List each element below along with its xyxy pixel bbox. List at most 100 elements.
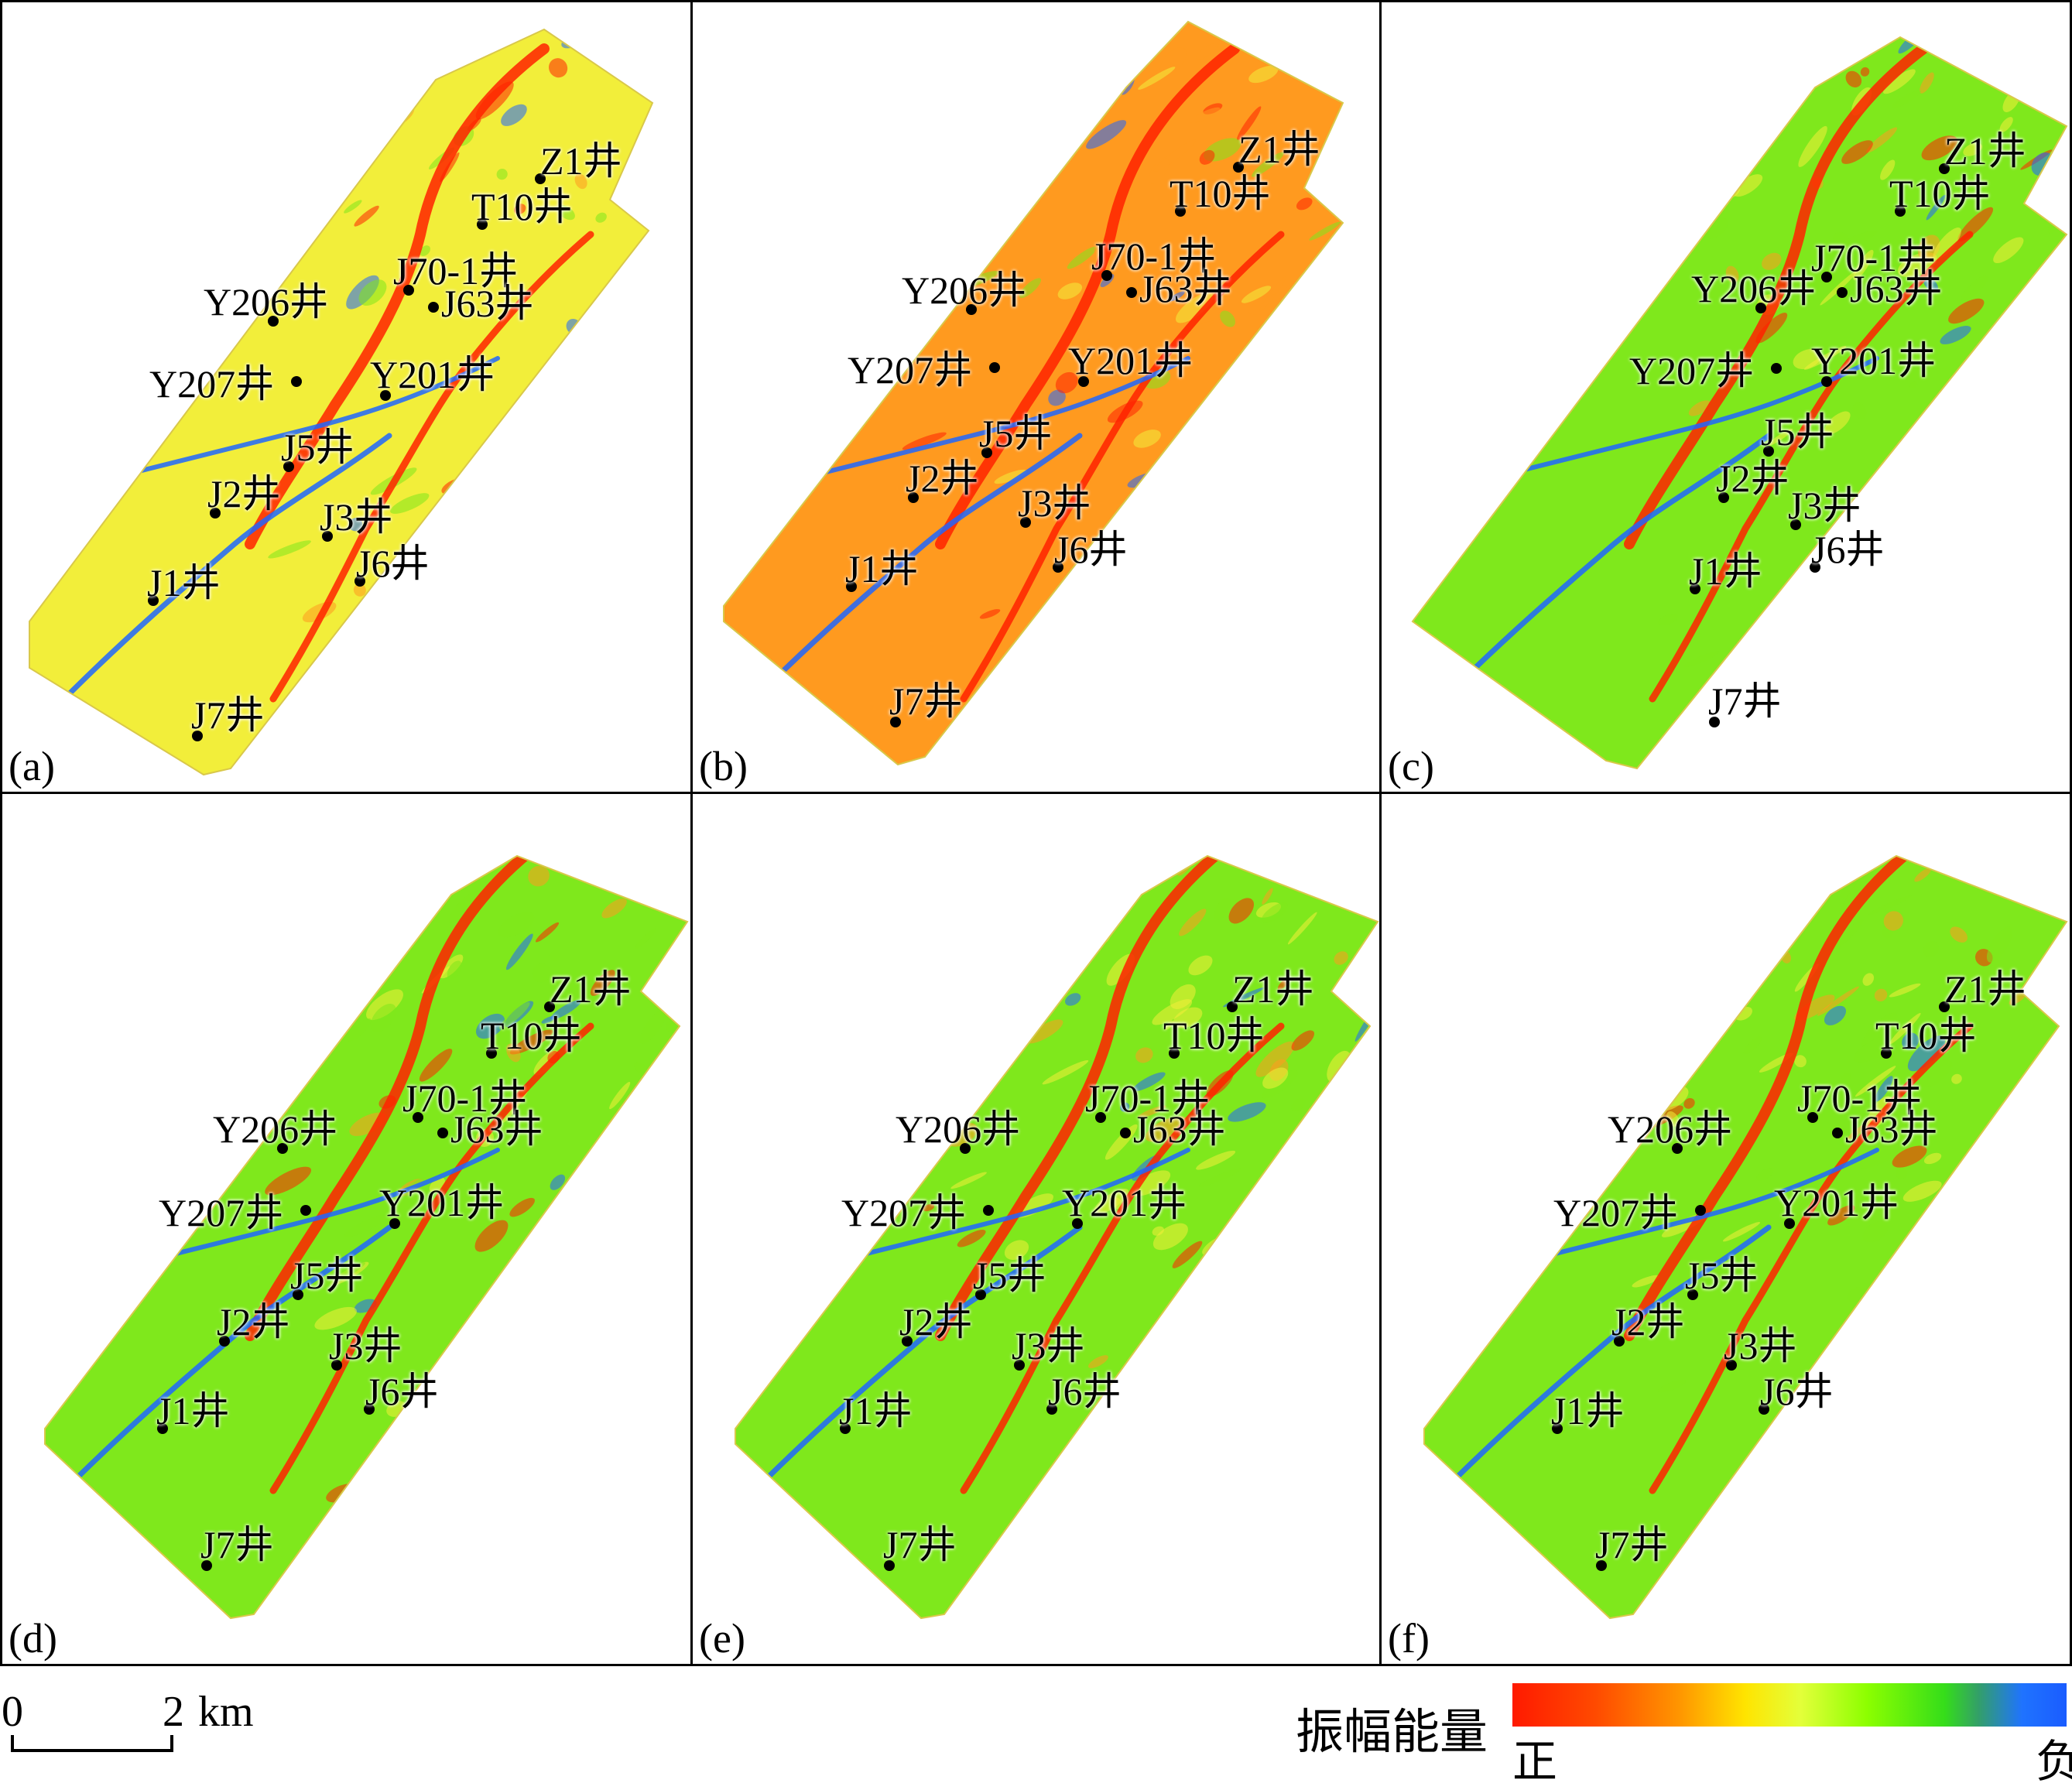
seismic-map: [1382, 2, 2072, 794]
scale-start: 0: [2, 1687, 23, 1737]
scale-left-tick: [11, 1735, 14, 1752]
well-label: Z1井: [1944, 970, 2026, 1008]
well-marker: [291, 376, 302, 387]
well-marker: [1695, 1205, 1706, 1216]
well-label: J63井: [450, 1110, 543, 1148]
well-label: Y207井: [1553, 1193, 1678, 1232]
well-label: J3井: [1018, 484, 1091, 522]
amplitude-texture: [45, 794, 693, 1618]
legend-title: 振幅能量: [1296, 1692, 1488, 1762]
panel-label: (b): [699, 745, 748, 787]
well-label: Y207井: [1629, 351, 1754, 390]
well-marker: [983, 1205, 994, 1216]
well-label: J5井: [281, 428, 354, 467]
well-marker: [1771, 363, 1782, 374]
well-label: Y207井: [848, 351, 972, 389]
well-label: J7井: [1708, 682, 1781, 720]
well-label: J6井: [356, 544, 429, 583]
amplitude-texture: [29, 2, 693, 775]
well-label: Z1井: [1232, 970, 1314, 1008]
well-label: Z1井: [1238, 130, 1320, 169]
well-label: J1井: [1551, 1391, 1624, 1430]
well-label: J2井: [906, 459, 978, 498]
well-label: J5井: [1685, 1256, 1758, 1295]
well-label: J63井: [1850, 269, 1942, 308]
legend-high-label: 负: [2036, 1725, 2072, 1790]
well-label: Y201井: [1774, 1183, 1899, 1222]
well-label: Z1井: [1944, 132, 2026, 170]
well-label: Y201井: [1068, 341, 1193, 380]
panel-label: (a): [9, 745, 55, 787]
well-label: Y207井: [159, 1193, 283, 1232]
well-label: J3井: [1788, 486, 1861, 525]
seismic-map: [2, 2, 693, 794]
well-marker: [437, 1128, 448, 1138]
well-label: T10井: [1163, 1016, 1265, 1055]
well-label: Y206井: [1608, 1110, 1732, 1148]
well-label: J1井: [156, 1391, 229, 1430]
well-label: Y207井: [149, 365, 274, 403]
well-label: J63井: [1133, 1110, 1225, 1148]
well-label: J5井: [973, 1256, 1046, 1295]
well-label: J63井: [1845, 1110, 1937, 1148]
well-label: Z1井: [550, 970, 632, 1008]
well-label: Z1井: [540, 142, 622, 180]
well-label: Y206井: [1691, 269, 1816, 308]
well-label: J5井: [290, 1256, 363, 1295]
well-label: Y206井: [204, 282, 328, 321]
well-label: Y201井: [370, 355, 495, 394]
color-legend: 振幅能量 正 负: [1285, 1675, 2072, 1773]
well-label: Y206井: [896, 1110, 1020, 1148]
legend-color-bar: [1512, 1683, 2067, 1727]
well-label: T10井: [481, 1016, 582, 1055]
well-label: J2井: [217, 1302, 289, 1341]
scale-line: [11, 1749, 173, 1752]
well-label: J1井: [147, 563, 220, 602]
well-label: T10井: [1875, 1016, 1977, 1055]
well-label: J3井: [1012, 1326, 1084, 1365]
well-label: J1井: [1689, 552, 1762, 590]
panel-label: (f): [1388, 1617, 1430, 1659]
well-label: J6井: [1760, 1372, 1833, 1411]
well-label: J5井: [1761, 412, 1834, 451]
well-label: Y206井: [902, 271, 1026, 310]
well-label: Y201井: [379, 1183, 504, 1222]
well-marker: [1120, 1128, 1131, 1138]
scale-right-tick: [170, 1735, 173, 1752]
well-label: J2井: [1716, 459, 1789, 498]
well-label: J1井: [839, 1391, 912, 1430]
well-label: J2井: [1611, 1302, 1684, 1341]
scale-unit: km: [198, 1687, 254, 1737]
well-label: J5井: [979, 414, 1052, 453]
well-label: J6井: [1054, 530, 1127, 569]
well-marker: [1832, 1128, 1843, 1138]
well-marker: [989, 362, 1000, 373]
well-label: J7井: [883, 1525, 956, 1564]
well-label: J6井: [1048, 1372, 1121, 1411]
panel-label: (d): [9, 1617, 57, 1659]
well-label: J7井: [200, 1525, 273, 1564]
well-label: T10井: [1170, 174, 1271, 213]
well-marker: [300, 1205, 311, 1216]
well-marker: [1126, 287, 1137, 298]
well-label: J63井: [1139, 269, 1231, 308]
amplitude-texture: [1407, 794, 2072, 1618]
seismic-map: [693, 2, 1382, 794]
well-label: J3井: [320, 498, 392, 536]
well-label: T10井: [471, 187, 573, 226]
well-label: J3井: [1724, 1326, 1796, 1365]
panel-label: (c): [1388, 745, 1434, 787]
legend-low-label: 正: [1512, 1725, 1557, 1790]
well-label: J6井: [365, 1372, 438, 1411]
seismic-map: [2, 794, 693, 1666]
scale-bar: 0 2 km: [0, 1679, 279, 1764]
well-label: J1井: [845, 549, 918, 588]
well-marker: [428, 302, 439, 313]
well-label: T10井: [1889, 174, 1991, 213]
panel-label: (e): [699, 1617, 745, 1659]
